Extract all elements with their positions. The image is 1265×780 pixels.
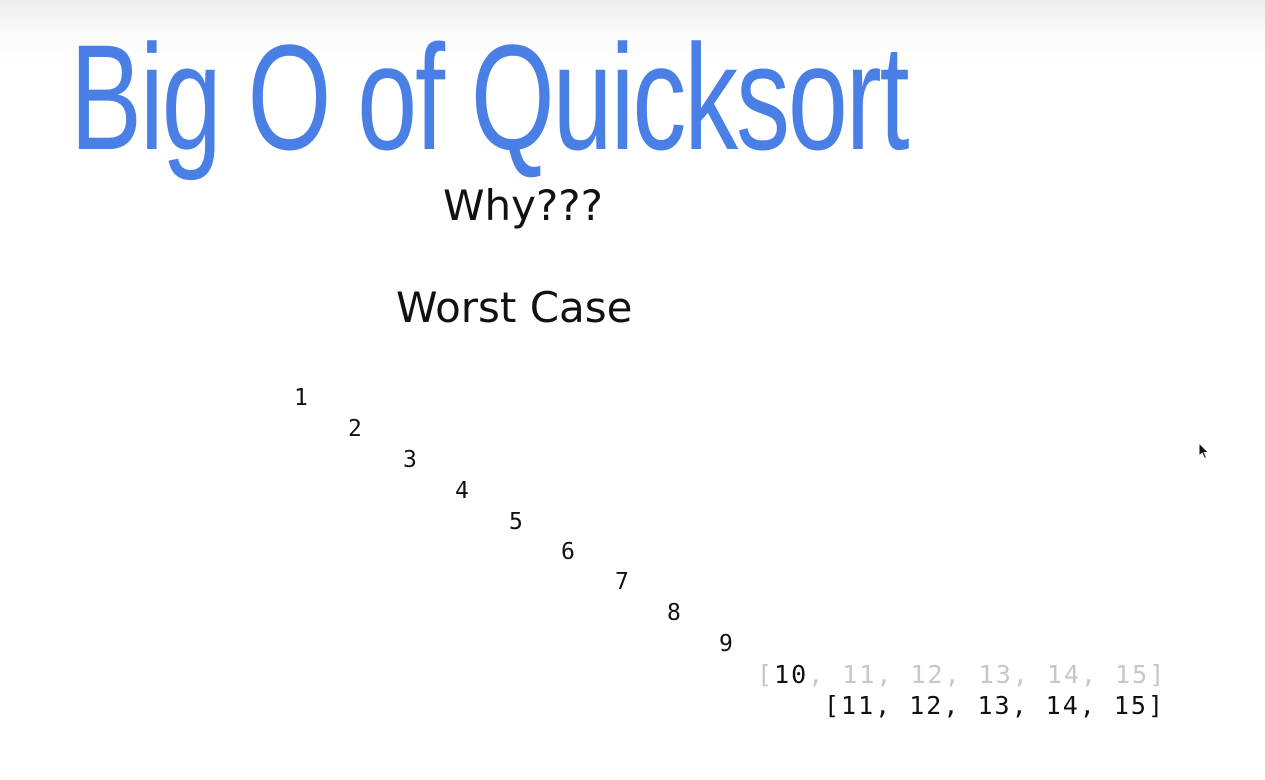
pivot-number: 1	[294, 385, 308, 411]
pivot-number: 6	[561, 539, 575, 565]
partition-array-row: [10, 11, 12, 13, 14, 15]	[757, 660, 1166, 690]
remaining-array-row: [11, 12, 13, 14, 15]	[824, 691, 1166, 720]
mouse-pointer-icon	[1198, 442, 1210, 460]
pivot-number: 4	[455, 478, 469, 504]
pivot-number: 2	[348, 416, 362, 442]
slide-top-shade	[0, 0, 1265, 60]
pivot-number: 8	[667, 600, 681, 626]
array-remaining-values: , 11, 12, 13, 14, 15]	[808, 660, 1167, 689]
pivot-number: 7	[615, 569, 629, 595]
pivot-number: 5	[509, 509, 523, 535]
slide-subtitle: Why???	[443, 181, 603, 230]
pivot-number: 9	[719, 631, 733, 657]
slide-title: Big O of Quicksort	[70, 13, 910, 181]
worst-case-heading: Worst Case	[396, 283, 633, 332]
pivot-number: 3	[403, 447, 417, 473]
array-open-bracket: [	[757, 660, 775, 689]
array-pivot-value: 10	[774, 660, 809, 689]
